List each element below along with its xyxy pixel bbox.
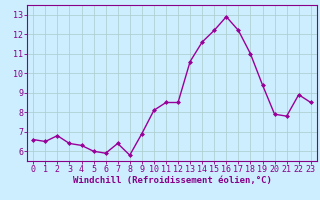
X-axis label: Windchill (Refroidissement éolien,°C): Windchill (Refroidissement éolien,°C) xyxy=(73,176,271,185)
